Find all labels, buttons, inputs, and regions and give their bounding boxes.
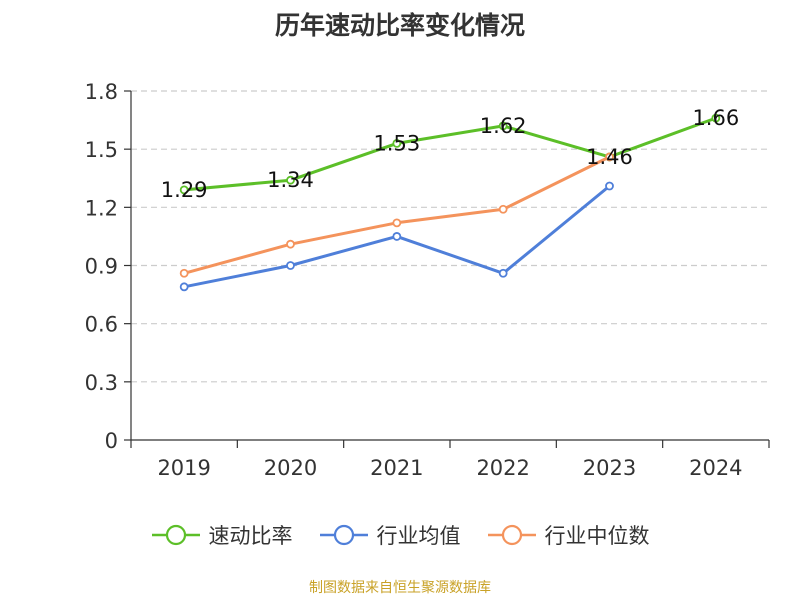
data-point (498, 268, 508, 278)
y-tick-label: 1.8 (85, 80, 118, 104)
legend-label-industry-mean: 行业均值 (376, 524, 461, 548)
data-point (711, 113, 721, 123)
legend-circle (165, 524, 186, 546)
data-label: 1.66 (692, 106, 739, 130)
chart-title: 历年速动比率变化情况 (274, 11, 525, 40)
series-lines (179, 113, 721, 292)
y-tick-label: 0.6 (85, 313, 118, 337)
data-point (179, 185, 189, 195)
y-tick-label: 0.3 (85, 371, 118, 395)
data-point (286, 175, 295, 185)
legend-item-quick-ratio[interactable]: 速动比率 (151, 520, 293, 550)
legend-label-industry-median: 行业中位数 (544, 524, 650, 548)
data-point (286, 239, 295, 249)
x-tick-label: 2024 (689, 456, 742, 480)
axes: 0 0.3 0.6 0.9 1.2 1.5 1.8 2019 2020 2021 2022 2023 2… (85, 80, 770, 480)
data-point (392, 138, 402, 148)
legend-item-industry-mean[interactable]: 行业均值 (319, 520, 461, 550)
y-tick-label: 1.2 (85, 196, 118, 220)
series-line (184, 116, 717, 192)
x-tick-label: 2022 (476, 456, 529, 480)
x-tick-label: 2023 (583, 456, 636, 480)
data-label: 1.62 (480, 114, 527, 138)
x-tick-label: 2020 (264, 456, 317, 480)
data-point (498, 121, 508, 131)
y-tick-label: 0.9 (85, 255, 118, 279)
data-point (286, 261, 295, 270)
data-point (392, 232, 402, 241)
data-point (179, 282, 189, 292)
data-label: 1.34 (267, 168, 314, 192)
y-tick-label: 1.5 (85, 138, 118, 162)
data-label: 1.29 (161, 178, 208, 202)
legend-circle (333, 524, 354, 546)
legend-marker-industry-median (487, 524, 536, 546)
data-labels: 1.29 1.34 1.53 1.62 1.46 1.66 (161, 106, 739, 202)
legend-marker-quick-ratio (151, 524, 200, 546)
data-point (605, 152, 614, 162)
series-line (183, 155, 611, 275)
data-label: 1.53 (373, 131, 420, 155)
legend-marker-industry-mean (319, 524, 368, 546)
legend-circle (501, 524, 522, 546)
x-tick-label: 2021 (370, 456, 423, 480)
grid-lines (131, 90, 769, 383)
data-label: 1.46 (586, 145, 633, 169)
x-tick-label: 2019 (157, 456, 210, 480)
data-point (498, 204, 508, 214)
source-note: 制图数据来自恒生聚源数据库 (309, 580, 491, 596)
data-point (179, 268, 189, 278)
legend: 速动比率 行业均值 行业中位数 (0, 520, 800, 550)
legend-label-quick-ratio: 速动比率 (208, 524, 293, 548)
y-tick-label: 0 (105, 429, 118, 453)
data-point (392, 218, 402, 228)
data-point (605, 181, 614, 191)
legend-item-industry-median[interactable]: 行业中位数 (487, 520, 650, 550)
